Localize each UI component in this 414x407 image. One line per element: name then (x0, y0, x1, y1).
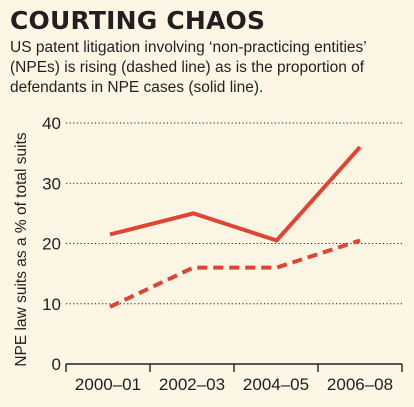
y-tick-label: 30 (42, 174, 61, 193)
x-tick-label: 2000–01 (75, 375, 141, 394)
gridlines (66, 122, 402, 305)
series-line-dashed (109, 238, 361, 309)
series-line-solid (109, 145, 362, 243)
x-tick-label: 2002–03 (159, 375, 225, 394)
x-axis: 2000–01 2002–03 2004–05 2006–08 (65, 363, 403, 394)
y-tick-label: 20 (42, 235, 61, 254)
series-lines (109, 145, 362, 309)
y-tick-label: 10 (42, 295, 61, 314)
x-tick-label: 2004–05 (243, 375, 309, 394)
chart-subtitle: US patent litigation involving ‘non-prac… (10, 39, 367, 96)
y-tick-labels: 0 10 20 30 40 (42, 114, 61, 374)
chart-title: COURTING CHAOS (10, 6, 266, 35)
y-tick-label: 0 (52, 355, 61, 374)
y-tick-label: 40 (42, 114, 61, 133)
y-axis-label: NPE law suits as a % of total suits (13, 132, 30, 367)
x-tick-label: 2006–08 (327, 375, 393, 394)
